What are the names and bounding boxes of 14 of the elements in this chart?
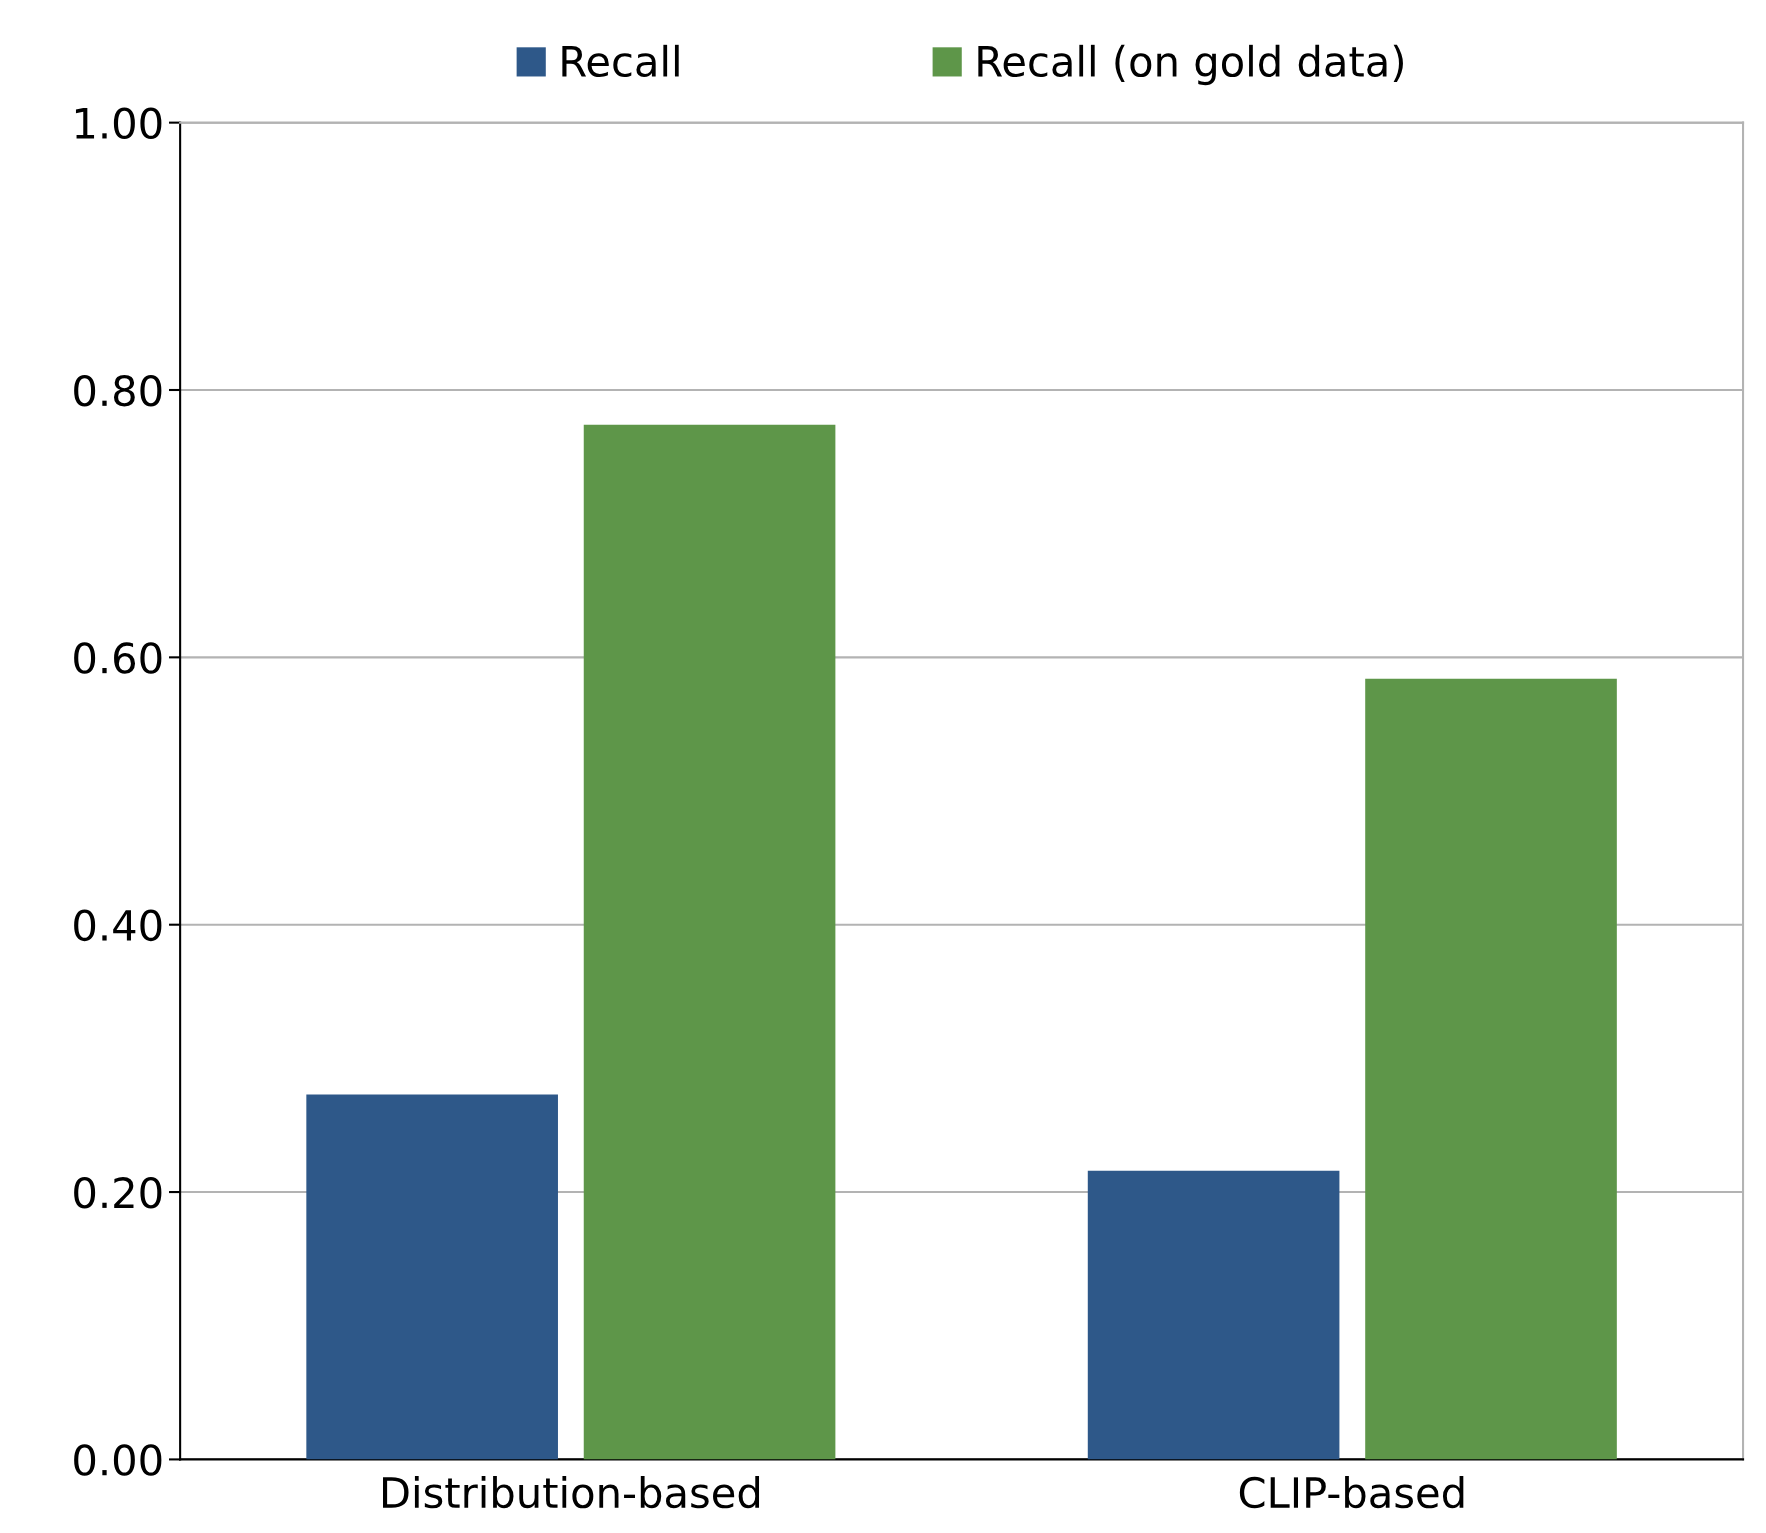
legend-label: Recall (on gold data) [978,44,1403,86]
y-tick-label: 0.60 [74,642,162,674]
bar [583,424,836,1460]
y-tick-label: 0.00 [74,1444,162,1476]
y-tick-label: 0.40 [74,909,162,942]
bar [1365,678,1617,1460]
x-tick-label: Distribution-based [383,1476,760,1509]
bar [1087,1170,1340,1460]
y-tick-label: 0.20 [74,1176,162,1209]
y-tick-label: 0.80 [74,374,162,407]
bar [306,1094,558,1460]
y-tick-label: 1.00 [75,107,162,140]
legend-label: Recall [562,44,679,78]
x-tick-label: CLIP-based [1239,1476,1464,1509]
